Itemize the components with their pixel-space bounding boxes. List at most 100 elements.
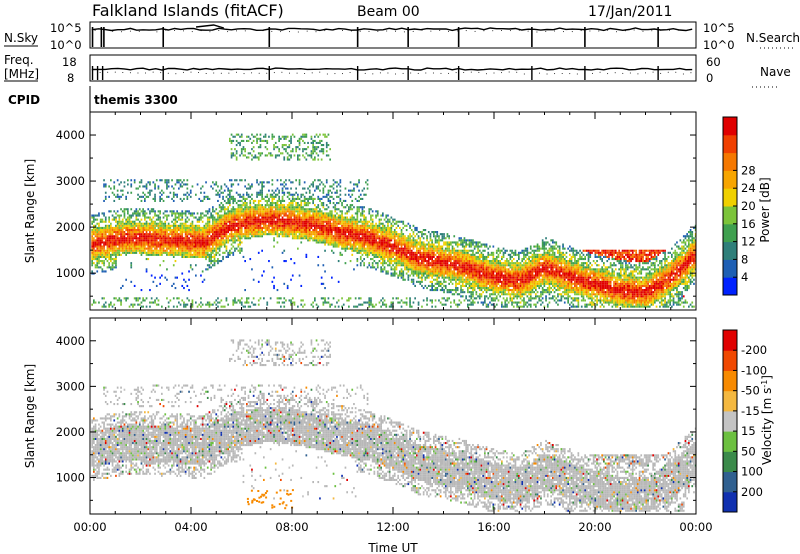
- power-cell: [222, 208, 224, 211]
- power-cell: [162, 251, 165, 254]
- power-cell: [290, 154, 292, 157]
- power-cell: [244, 220, 246, 223]
- power-cell: [314, 146, 316, 149]
- power-cell: [123, 243, 126, 246]
- power-cell: [132, 251, 134, 254]
- power-cell: [291, 301, 294, 304]
- power-cell: [149, 193, 151, 196]
- power-cell: [266, 154, 269, 157]
- power-cell: [268, 226, 270, 229]
- power-cell: [142, 191, 144, 194]
- power-cell: [402, 301, 405, 304]
- power-cell: [387, 222, 389, 225]
- power-cell: [225, 241, 228, 244]
- power-cell: [324, 239, 326, 242]
- power-cell: [397, 243, 399, 246]
- power-cell: [230, 210, 233, 213]
- power-cell: [227, 253, 229, 256]
- power-cell: [172, 255, 175, 258]
- power-cell: [285, 231, 287, 234]
- power-cell: [331, 231, 333, 234]
- power-cell: [290, 301, 292, 304]
- power-cell: [276, 235, 279, 238]
- power-cell: [135, 216, 138, 219]
- power-cell: [115, 262, 117, 265]
- power-cell: [152, 197, 155, 200]
- power-cell: [205, 210, 207, 213]
- power-cell: [183, 197, 185, 200]
- power-cell: [178, 212, 180, 215]
- power-cell: [181, 235, 184, 238]
- power-cell: [409, 237, 411, 240]
- power-cell: [325, 301, 328, 304]
- power-cell: [167, 222, 170, 225]
- power-cell: [227, 224, 229, 227]
- power-cell: [242, 222, 245, 225]
- power-cell: [152, 229, 155, 232]
- power-cell: [329, 148, 331, 151]
- power-data: [91, 133, 697, 308]
- power-cell: [385, 272, 388, 275]
- power-cell: [288, 191, 291, 194]
- power-cell: [395, 233, 398, 236]
- power-cell: [120, 303, 122, 306]
- power-cell: [140, 199, 143, 202]
- power-cell: [247, 139, 250, 142]
- power-cell: [212, 251, 214, 254]
- power-cell: [123, 241, 126, 244]
- power-cell: [244, 301, 246, 304]
- power-cell: [300, 224, 303, 227]
- power-cell: [215, 243, 218, 246]
- power-cell: [331, 249, 333, 252]
- power-cell: [230, 208, 233, 211]
- power-cell: [269, 222, 272, 225]
- power-cell: [342, 303, 345, 306]
- power-cell: [366, 266, 369, 269]
- power-cell: [291, 274, 294, 277]
- power-cell: [172, 247, 175, 250]
- nsearch-dot: [492, 30, 494, 32]
- power-cell: [159, 243, 161, 246]
- power-cell: [264, 229, 267, 232]
- power-cell: [286, 204, 289, 207]
- power-cell: [234, 224, 236, 227]
- power-cell: [300, 299, 303, 302]
- power-cell: [230, 141, 233, 144]
- power-cell: [133, 237, 136, 240]
- power-cell: [123, 249, 126, 252]
- power-cell: [120, 214, 122, 217]
- power-cell: [155, 214, 158, 217]
- power-cell: [278, 139, 280, 142]
- power-cell: [189, 253, 192, 256]
- power-cell: [378, 253, 381, 256]
- power-cell: [103, 237, 105, 240]
- power-cell: [235, 247, 238, 250]
- power-cell: [98, 258, 100, 261]
- power-cell: [419, 253, 422, 256]
- power-cell: [256, 231, 258, 234]
- power-cell: [166, 224, 168, 227]
- power-cell: [101, 220, 104, 223]
- power-cell: [417, 276, 420, 279]
- power-cell: [365, 226, 367, 229]
- power-cell: [193, 255, 195, 258]
- power-cell: [349, 195, 352, 198]
- power-cell: [312, 193, 314, 196]
- power-cell: [135, 212, 138, 215]
- power-cell: [213, 255, 216, 258]
- power-cell: [244, 216, 246, 219]
- power-cell: [235, 229, 238, 232]
- power-cell: [179, 231, 182, 234]
- power-cell: [203, 226, 206, 229]
- power-cell: [142, 226, 144, 229]
- power-cell: [286, 152, 289, 155]
- power-cell: [230, 220, 233, 223]
- power-cell: [370, 226, 372, 229]
- power-cell: [351, 224, 354, 227]
- cpid-value: themis 3300: [94, 93, 178, 107]
- power-cell: [276, 216, 279, 219]
- power-cell: [239, 301, 241, 304]
- power-cell: [308, 239, 311, 242]
- power-cell: [263, 185, 265, 188]
- power-cell: [319, 139, 321, 142]
